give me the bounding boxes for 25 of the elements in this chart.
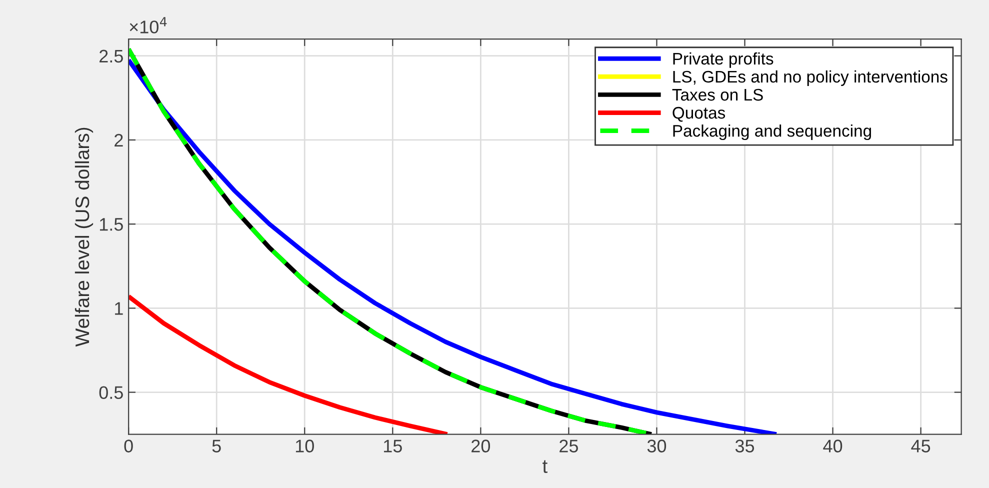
x-tick-label: 20 (472, 440, 490, 452)
x-tick-label: 15 (384, 440, 402, 452)
text: ×10$^{4}$ (130, 17, 167, 34)
y-tick-label: 1.5 (100, 218, 123, 231)
x-tick-label: 30 (647, 440, 666, 452)
legend-label: Private profits (673, 52, 774, 68)
line-series (128, 46, 654, 434)
y-tick-label: 2.5 (100, 50, 123, 63)
x-tick-label: 35 (735, 440, 754, 452)
y-tick-label: 2 (114, 134, 123, 147)
y-tick-label: 0.5 (99, 386, 123, 399)
x-tick-label: 10 (296, 440, 314, 452)
legend-label: Packaging and sequencing (673, 124, 871, 140)
line-series (128, 294, 450, 434)
x-tick-label: 0 (124, 440, 133, 452)
x-tick-label: 25 (560, 440, 578, 452)
y-axis-title: Welfare level (US dollars) (74, 128, 94, 347)
y-tick-label: 1 (115, 302, 123, 315)
x-axis-title: t (542, 460, 548, 474)
x-tick-label: 40 (823, 440, 842, 452)
x-tick-label: 45 (911, 440, 930, 452)
legend-label: Quotas (672, 106, 726, 122)
x-tick-label: 5 (212, 440, 221, 452)
legend-label: Taxes on LS (672, 88, 763, 101)
legend-label: LS, GDEs and no policy interventions (673, 70, 948, 86)
